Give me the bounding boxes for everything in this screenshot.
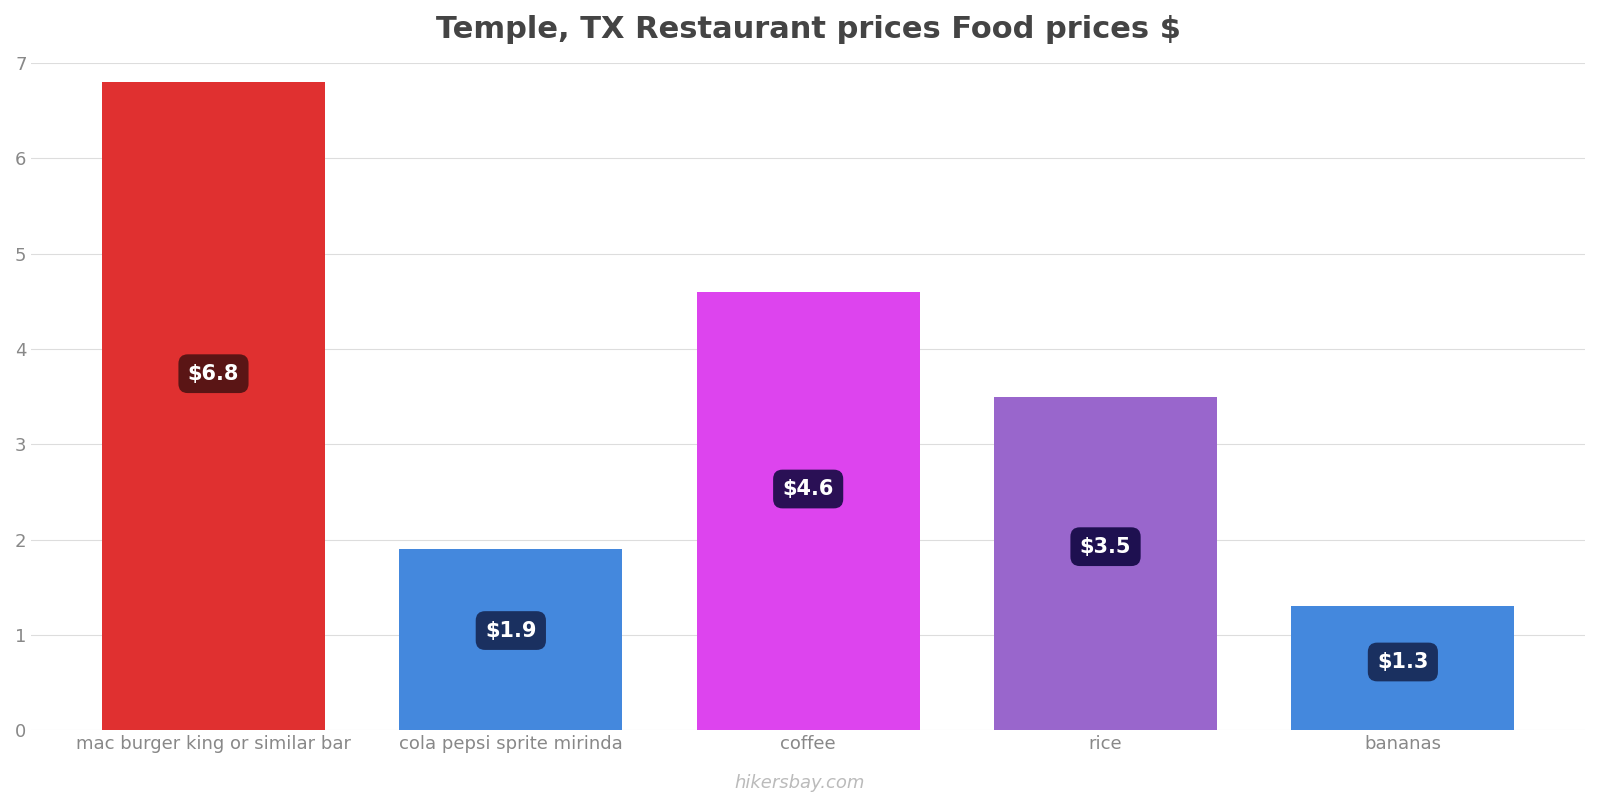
Text: hikersbay.com: hikersbay.com	[734, 774, 866, 792]
Text: $3.5: $3.5	[1080, 537, 1131, 557]
Text: $1.9: $1.9	[485, 621, 536, 641]
Bar	[102, 82, 325, 730]
Title: Temple, TX Restaurant prices Food prices $: Temple, TX Restaurant prices Food prices…	[435, 15, 1181, 44]
Bar	[1291, 606, 1514, 730]
Bar	[994, 397, 1218, 730]
Bar	[696, 292, 920, 730]
Text: $6.8: $6.8	[187, 364, 238, 384]
Text: $1.3: $1.3	[1378, 652, 1429, 672]
Text: $4.6: $4.6	[782, 479, 834, 499]
Bar	[400, 549, 622, 730]
